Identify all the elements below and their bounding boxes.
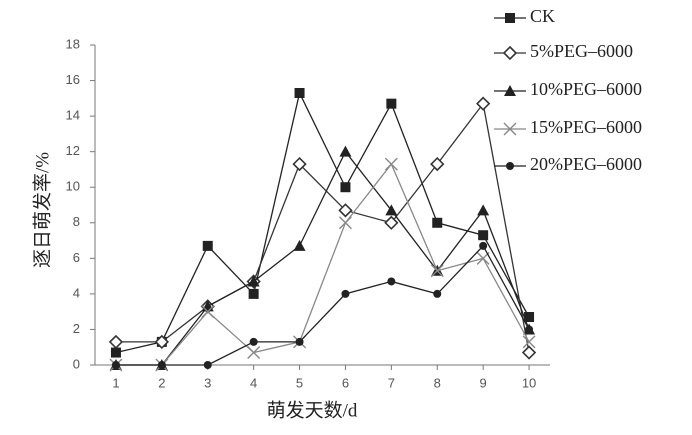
data-point <box>430 156 445 172</box>
x-tick-label: 8 <box>434 375 441 390</box>
y-axis-label: 逐日萌发率/% <box>31 152 53 268</box>
data-point <box>521 345 537 360</box>
x-tick-label: 7 <box>388 375 395 390</box>
data-point <box>430 264 444 278</box>
series-line <box>115 150 530 366</box>
data-point <box>293 239 306 251</box>
data-point <box>432 217 443 228</box>
data-point <box>247 275 260 287</box>
data-point <box>338 216 352 230</box>
legend-marker <box>506 162 514 170</box>
data-point <box>157 361 166 369</box>
data-point <box>292 156 307 172</box>
x-tick-label: 1 <box>112 375 119 390</box>
series-line <box>115 244 530 366</box>
data-point <box>111 361 120 369</box>
y-tick-label: 18 <box>66 36 80 51</box>
y-tick-label: 4 <box>73 285 80 300</box>
y-tick-label: 0 <box>73 356 80 371</box>
data-point <box>295 337 304 346</box>
data-point <box>201 305 215 319</box>
data-point <box>477 204 490 216</box>
data-point <box>479 241 488 250</box>
y-tick-label: 6 <box>73 250 80 265</box>
legend-label: 5%PEG–6000 <box>530 41 633 61</box>
legend-marker <box>503 122 517 136</box>
legend-label: 20%PEG–6000 <box>530 154 642 174</box>
data-point <box>478 230 489 241</box>
data-point <box>386 98 397 109</box>
x-tick-label: 5 <box>296 375 303 390</box>
data-point <box>203 361 212 369</box>
legend-label: CK <box>530 6 555 26</box>
series-line <box>115 102 530 353</box>
legend-label: 15%PEG–6000 <box>530 117 642 137</box>
legend-marker <box>504 85 516 96</box>
y-tick-label: 16 <box>66 72 80 87</box>
data-point <box>385 204 398 216</box>
y-tick-label: 10 <box>66 179 80 194</box>
data-point <box>340 182 351 193</box>
series-line <box>115 162 530 366</box>
y-tick-label: 12 <box>66 143 80 158</box>
data-point <box>249 337 258 346</box>
data-point <box>339 145 352 157</box>
legend-marker <box>505 13 515 23</box>
data-point <box>341 289 350 298</box>
data-point <box>384 157 398 171</box>
legend-label: 10%PEG–6000 <box>530 79 642 99</box>
data-point <box>202 240 213 251</box>
x-tick-label: 3 <box>204 375 211 390</box>
data-point <box>248 288 259 299</box>
data-point <box>154 334 169 350</box>
x-tick-label: 6 <box>342 375 349 390</box>
x-tick-label: 10 <box>522 375 536 390</box>
data-point <box>108 334 124 350</box>
x-tick-label: 2 <box>158 375 165 390</box>
data-point <box>522 335 536 349</box>
y-tick-label: 2 <box>73 321 80 336</box>
x-axis-label: 萌发天数/d <box>267 399 358 421</box>
data-point <box>110 347 121 358</box>
legend-marker <box>502 45 518 61</box>
x-tick-label: 9 <box>480 375 487 390</box>
data-point <box>384 215 399 230</box>
data-point <box>294 88 305 98</box>
y-tick-label: 8 <box>73 214 80 229</box>
y-tick-label: 14 <box>66 108 80 123</box>
data-point <box>338 203 353 218</box>
series-line <box>115 91 530 354</box>
data-point <box>525 325 534 334</box>
x-tick-label: 4 <box>250 375 257 390</box>
data-point <box>247 346 261 360</box>
data-point <box>476 96 491 111</box>
data-point <box>524 312 535 322</box>
data-point <box>433 289 442 298</box>
data-point <box>387 277 396 286</box>
